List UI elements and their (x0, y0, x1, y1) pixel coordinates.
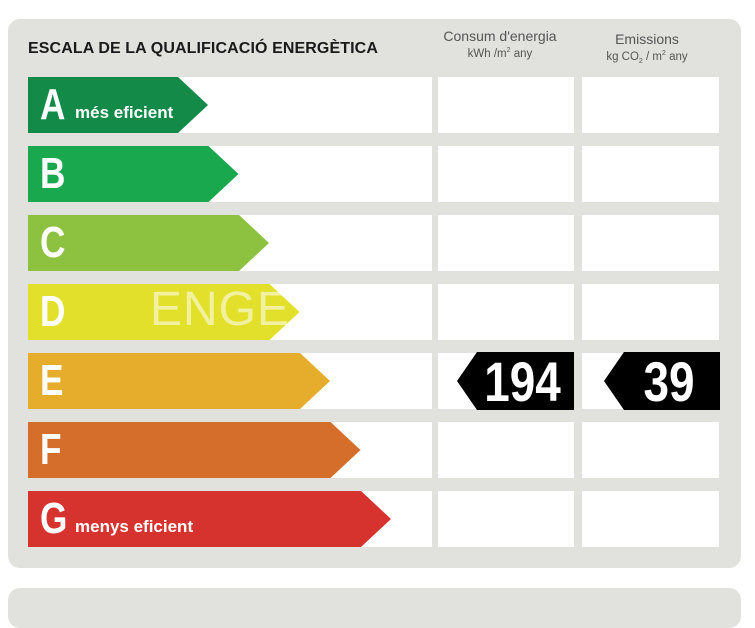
emissions-label: Emissions (615, 31, 679, 47)
consumption-cell-a (438, 77, 574, 133)
rating-bar-g (28, 491, 391, 547)
consumption-label: Consum d'energia (443, 28, 557, 44)
rating-letter-e: E (40, 356, 64, 405)
emissions-header: Emissions kg CO2 / m2 any (582, 31, 712, 65)
emissions-cell-b (582, 146, 719, 202)
rating-bar-b (28, 146, 239, 202)
rating-bar-f (28, 422, 361, 478)
rating-letter-g: G (40, 494, 68, 543)
rating-sublabel-a: més eficient (75, 103, 174, 122)
consumption-cell-d (438, 284, 574, 340)
rating-letter-b: B (40, 149, 66, 198)
secondary-panel (8, 588, 741, 628)
consumption-cell-f (438, 422, 574, 478)
rating-bar-a (28, 77, 208, 133)
watermark-text: ENGE (150, 283, 291, 336)
emissions-cell-a (582, 77, 719, 133)
rating-sublabel-g: menys eficient (75, 517, 194, 536)
emissions-cell-g (582, 491, 719, 547)
rating-letter-f: F (40, 425, 62, 474)
consumption-value-text: 194 (484, 350, 561, 413)
consumption-cell-c (438, 215, 574, 271)
watermark-logo: habitaclia (312, 284, 423, 311)
emissions-value-text: 39 (643, 350, 695, 413)
rating-letter-a: A (40, 80, 66, 129)
rating-letter-d: D (40, 287, 66, 336)
consumption-unit: kWh /m2 any (467, 47, 533, 60)
emissions-cell-c (582, 215, 719, 271)
consumption-cell-b (438, 146, 574, 202)
consumption-header: Consum d'energia kWh /m2 any (438, 28, 562, 60)
consumption-value-badge: 194 (457, 350, 574, 413)
rating-letter-c: C (40, 218, 66, 267)
emissions-cell-d (582, 284, 719, 340)
emissions-value-badge: 39 (604, 350, 720, 413)
rating-bar-e (28, 353, 330, 409)
rating-bar-d (28, 284, 300, 340)
emissions-unit: kg CO2 / m2 any (606, 50, 688, 66)
rating-bar-c (28, 215, 269, 271)
emissions-cell-f (582, 422, 719, 478)
scale-title: ESCALA DE LA QUALIFICACIÓ ENERGÈTICA (28, 40, 378, 57)
consumption-cell-g (438, 491, 574, 547)
